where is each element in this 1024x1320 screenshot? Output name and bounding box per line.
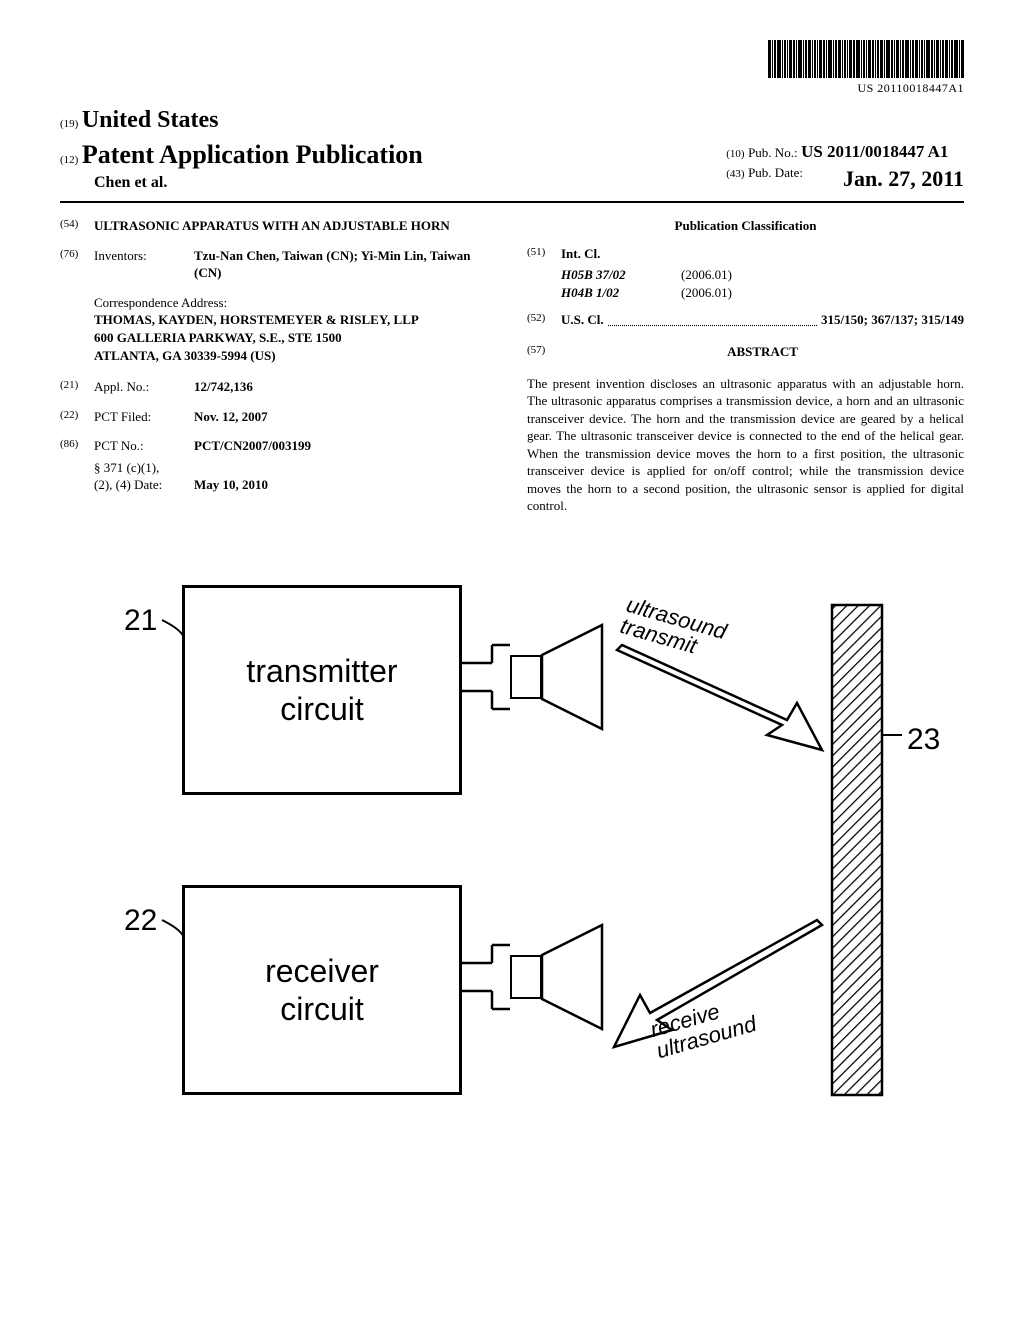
right-column: Publication Classification (51) Int. Cl.… bbox=[527, 217, 964, 515]
country-line: (19) United States bbox=[60, 104, 964, 136]
correspondence-addr1: 600 GALLERIA PARKWAY, S.E., STE 1500 bbox=[94, 329, 497, 347]
field-num-54: (54) bbox=[60, 217, 94, 235]
s371-block: § 371 (c)(1), (2), (4) Date: May 10, 201… bbox=[94, 459, 497, 494]
intcl-row: H05B 37/02 (2006.01) bbox=[561, 266, 964, 284]
barcode-icon bbox=[768, 40, 964, 78]
uscl-row: (52) U.S. Cl. 315/150; 367/137; 315/149 bbox=[527, 311, 964, 329]
pubdate-label: Pub. Date: bbox=[748, 165, 803, 180]
correspondence-label: Correspondence Address: bbox=[94, 294, 497, 312]
biblio-columns: (54) ULTRASONIC APPARATUS WITH AN ADJUST… bbox=[60, 217, 964, 515]
transducer-tx-icon bbox=[510, 655, 542, 699]
intcl-list: H05B 37/02 (2006.01) H04B 1/02 (2006.01) bbox=[561, 266, 964, 301]
ref-23: 23 bbox=[907, 720, 940, 761]
field-num-51: (51) bbox=[527, 245, 561, 263]
field-num-86: (86) bbox=[60, 437, 94, 455]
s371-label: § 371 (c)(1), (2), (4) Date: bbox=[94, 459, 194, 494]
field-num-57: (57) bbox=[527, 343, 561, 369]
inventors-value: Tzu-Nan Chen, Taiwan (CN); Yi-Min Lin, T… bbox=[194, 247, 497, 282]
correspondence-addr2: ATLANTA, GA 30339-5994 (US) bbox=[94, 347, 497, 365]
barcode-block: US 20110018447A1 bbox=[768, 40, 964, 96]
field-num-22: (22) bbox=[60, 408, 94, 426]
label-ultrasound-transmit: ultrasound transmit bbox=[618, 594, 729, 665]
intcl-label: Int. Cl. bbox=[561, 245, 600, 263]
hatched-wall bbox=[832, 605, 882, 1095]
left-column: (54) ULTRASONIC APPARATUS WITH AN ADJUST… bbox=[60, 217, 497, 515]
uscl-text: 315/150; 367/137; 315/149 bbox=[821, 312, 964, 327]
uscl-value: 315/150; 367/137; 315/149 bbox=[821, 311, 964, 329]
intcl-row: H04B 1/02 (2006.01) bbox=[561, 284, 964, 302]
field-num-43: (43) bbox=[726, 168, 744, 180]
header-left: (12) Patent Application Publication Chen… bbox=[60, 137, 423, 194]
barcode-row: US 20110018447A1 bbox=[60, 40, 964, 96]
s371-date: May 10, 2010 bbox=[194, 476, 268, 494]
pubno-label: Pub. No.: bbox=[748, 145, 797, 160]
intcl-code: H04B 1/02 bbox=[561, 284, 681, 302]
ref-21: 21 bbox=[124, 601, 157, 642]
label-receive-ultrasound: receive ultrasound bbox=[648, 992, 759, 1063]
barcode-pubno: US 20110018447A1 bbox=[768, 80, 964, 96]
intcl-year: (2006.01) bbox=[681, 284, 732, 302]
invention-title: ULTRASONIC APPARATUS WITH AN ADJUSTABLE … bbox=[94, 217, 497, 235]
transmitter-box: transmitter circuit bbox=[182, 585, 462, 795]
authors-line: Chen et al. bbox=[60, 172, 423, 194]
pctno-value: PCT/CN2007/003199 bbox=[194, 437, 497, 455]
correspondence-name: THOMAS, KAYDEN, HORSTEMEYER & RISLEY, LL… bbox=[94, 311, 497, 329]
country-name: United States bbox=[82, 107, 219, 133]
ref-22: 22 bbox=[124, 901, 157, 942]
field-num-52: (52) bbox=[527, 311, 561, 329]
pubclass-heading: Publication Classification bbox=[527, 217, 964, 235]
pctfiled-label: PCT Filed: bbox=[94, 408, 194, 426]
field-num-12: (12) bbox=[60, 154, 78, 166]
intcl-year: (2006.01) bbox=[681, 266, 732, 284]
pctno-label: PCT No.: bbox=[94, 437, 194, 455]
transducer-rx-icon bbox=[510, 955, 542, 999]
uscl-label: U.S. Cl. bbox=[561, 311, 604, 329]
inventors-label: Inventors: bbox=[94, 247, 194, 282]
applno-label: Appl. No.: bbox=[94, 378, 194, 396]
abstract-heading: ABSTRACT bbox=[561, 343, 964, 361]
pubno-value: US 2011/0018447 A1 bbox=[801, 142, 948, 161]
intcl-code: H05B 37/02 bbox=[561, 266, 681, 284]
patent-figure: transmitter circuit receiver circuit 21 … bbox=[62, 575, 962, 1135]
field-num-19: (19) bbox=[60, 118, 78, 130]
applno-value: 12/742,136 bbox=[194, 378, 497, 396]
receiver-box: receiver circuit bbox=[182, 885, 462, 1095]
abstract-body: The present invention discloses an ultra… bbox=[527, 375, 964, 515]
pubdate-value: Jan. 27, 2011 bbox=[843, 164, 964, 194]
pctfiled-value: Nov. 12, 2007 bbox=[194, 408, 497, 426]
doc-type: Patent Application Publication bbox=[82, 140, 423, 169]
field-num-10: (10) bbox=[726, 148, 744, 160]
header-right: (10) Pub. No.: US 2011/0018447 A1 (43) P… bbox=[726, 141, 964, 194]
dotted-leader bbox=[608, 311, 817, 326]
correspondence-block: Correspondence Address: THOMAS, KAYDEN, … bbox=[94, 294, 497, 364]
field-num-21: (21) bbox=[60, 378, 94, 396]
field-num-76: (76) bbox=[60, 247, 94, 282]
header-block: (19) United States (12) Patent Applicati… bbox=[60, 104, 964, 203]
